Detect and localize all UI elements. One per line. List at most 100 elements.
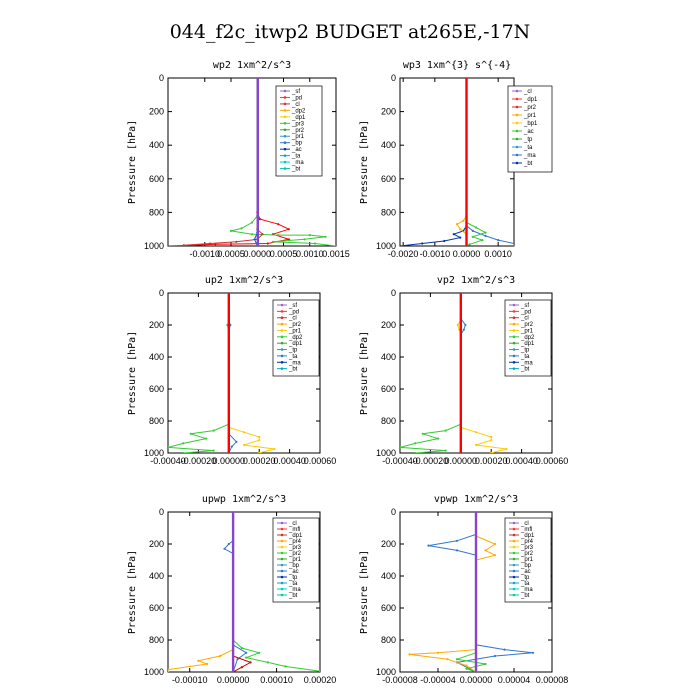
legend-marker xyxy=(280,354,284,358)
y-tick-label: 400 xyxy=(149,571,164,581)
panel-title: wp3 1xm^{3} s^{-4} xyxy=(403,60,511,71)
legend: _cl_mfl_dp1_pr4_pr3_pr2_pr1_bp_ac_tp_ta_… xyxy=(272,517,320,603)
data-point xyxy=(459,451,462,453)
series-line-pr2 xyxy=(409,512,497,672)
legend-entry: _bt xyxy=(288,367,298,373)
legend-marker xyxy=(512,527,516,531)
legend-entry: _ac xyxy=(520,569,531,575)
data-point xyxy=(455,223,459,226)
legend-entry: _dp1 xyxy=(288,341,303,347)
data-point xyxy=(168,446,170,449)
data-point xyxy=(459,293,462,295)
legend-entry: _pr1 xyxy=(288,328,302,334)
data-point xyxy=(474,670,478,672)
x-tick-label: 0.0010 xyxy=(484,249,512,259)
y-tick-label: 0 xyxy=(159,288,164,298)
legend-entry: _tp xyxy=(288,348,298,354)
data-point xyxy=(266,661,269,664)
data-point xyxy=(204,437,208,440)
y-tick-label: 0 xyxy=(391,288,396,298)
legend-entry: _pd xyxy=(291,95,302,101)
legend-marker xyxy=(512,545,516,549)
y-tick-label: 200 xyxy=(149,539,164,549)
series-line-pr1 xyxy=(168,293,230,453)
y-axis-label: Pressure [hPa] xyxy=(127,550,138,634)
y-axis-label: Pressure [hPa] xyxy=(359,331,370,415)
legend-marker xyxy=(512,539,516,543)
legend-marker xyxy=(512,551,516,555)
legend-entry: _pr1 xyxy=(520,328,534,334)
legend-marker xyxy=(283,147,287,151)
series-line-cl xyxy=(168,78,291,246)
legend-marker xyxy=(515,113,519,117)
legend-marker xyxy=(280,575,284,579)
data-point xyxy=(232,670,235,672)
legend-entry: _dp1 xyxy=(288,533,303,539)
legend-marker xyxy=(280,360,284,364)
legend-entry: _sf xyxy=(520,303,529,309)
y-tick-label: 400 xyxy=(149,352,164,362)
data-point xyxy=(446,658,449,661)
legend-marker xyxy=(515,145,519,149)
data-point xyxy=(455,658,459,661)
data-point xyxy=(505,447,508,451)
y-tick-label: 1000 xyxy=(376,667,396,677)
legend-box xyxy=(275,85,323,177)
legend-entry: _ma xyxy=(288,587,301,593)
data-point xyxy=(258,451,261,453)
data-point xyxy=(474,431,478,434)
x-tick-label: -0.00040 xyxy=(150,456,186,466)
x-tick-label: 0.00060 xyxy=(304,456,337,466)
y-tick-label: 800 xyxy=(381,416,396,426)
legend-marker xyxy=(280,533,284,537)
legend-entry: _cl xyxy=(288,521,297,527)
data-point xyxy=(484,549,487,552)
legend-marker xyxy=(512,367,516,370)
x-tick-label: 0.00000 xyxy=(213,456,246,466)
legend-entry: _dp1 xyxy=(291,115,306,121)
data-point xyxy=(182,451,185,453)
legend-entry: _mfl xyxy=(520,527,532,533)
legend-entry: _ta xyxy=(520,354,530,360)
data-point xyxy=(531,651,535,654)
data-point xyxy=(462,219,465,222)
data-point xyxy=(313,242,317,245)
data-point xyxy=(250,233,254,236)
legend-marker xyxy=(280,316,284,320)
legend-entry: _pr2 xyxy=(291,128,305,134)
data-point xyxy=(324,235,327,238)
data-point xyxy=(408,653,411,656)
data-point xyxy=(287,228,290,231)
legend-marker xyxy=(283,115,287,119)
data-point xyxy=(212,429,215,432)
legend-marker xyxy=(280,587,284,591)
x-tick-label: 0.00060 xyxy=(536,456,569,466)
series-line-tp xyxy=(466,78,514,246)
x-tick-label: 0.0000 xyxy=(243,249,271,259)
legend-entry: _bt xyxy=(291,167,301,173)
panel-up2: up2 1xm^2/s^3 Pressure [hPa] 0 200 400 600 800… xyxy=(127,275,336,466)
legend-entry: _dp1 xyxy=(520,341,535,347)
data-point xyxy=(258,218,261,221)
legend-marker xyxy=(280,329,284,332)
y-tick-label: 0 xyxy=(159,73,164,83)
legend-marker xyxy=(283,167,287,170)
legend-entry: _pr1 xyxy=(291,134,305,140)
data-point xyxy=(465,667,468,670)
legend-marker xyxy=(280,563,284,567)
legend-entry: _cl xyxy=(520,521,529,527)
legend-marker xyxy=(515,153,519,157)
legend-entry: _cl xyxy=(291,102,300,108)
data-point xyxy=(284,665,287,668)
legend-marker xyxy=(280,545,284,549)
data-point xyxy=(212,449,215,452)
legend-marker xyxy=(512,575,516,579)
legend-entry: _dp1 xyxy=(520,533,535,539)
y-tick-label: 1000 xyxy=(376,241,396,251)
panel-vpwp: vpwp 1xm^2/s^3 Pressure [hPa] 0 200 400 600 80… xyxy=(359,494,568,685)
x-tick-label: 0.0005 xyxy=(217,249,245,259)
y-tick-label: 0 xyxy=(391,507,396,517)
legend-marker xyxy=(280,310,284,313)
legend-marker xyxy=(512,316,516,320)
data-point xyxy=(240,227,243,230)
